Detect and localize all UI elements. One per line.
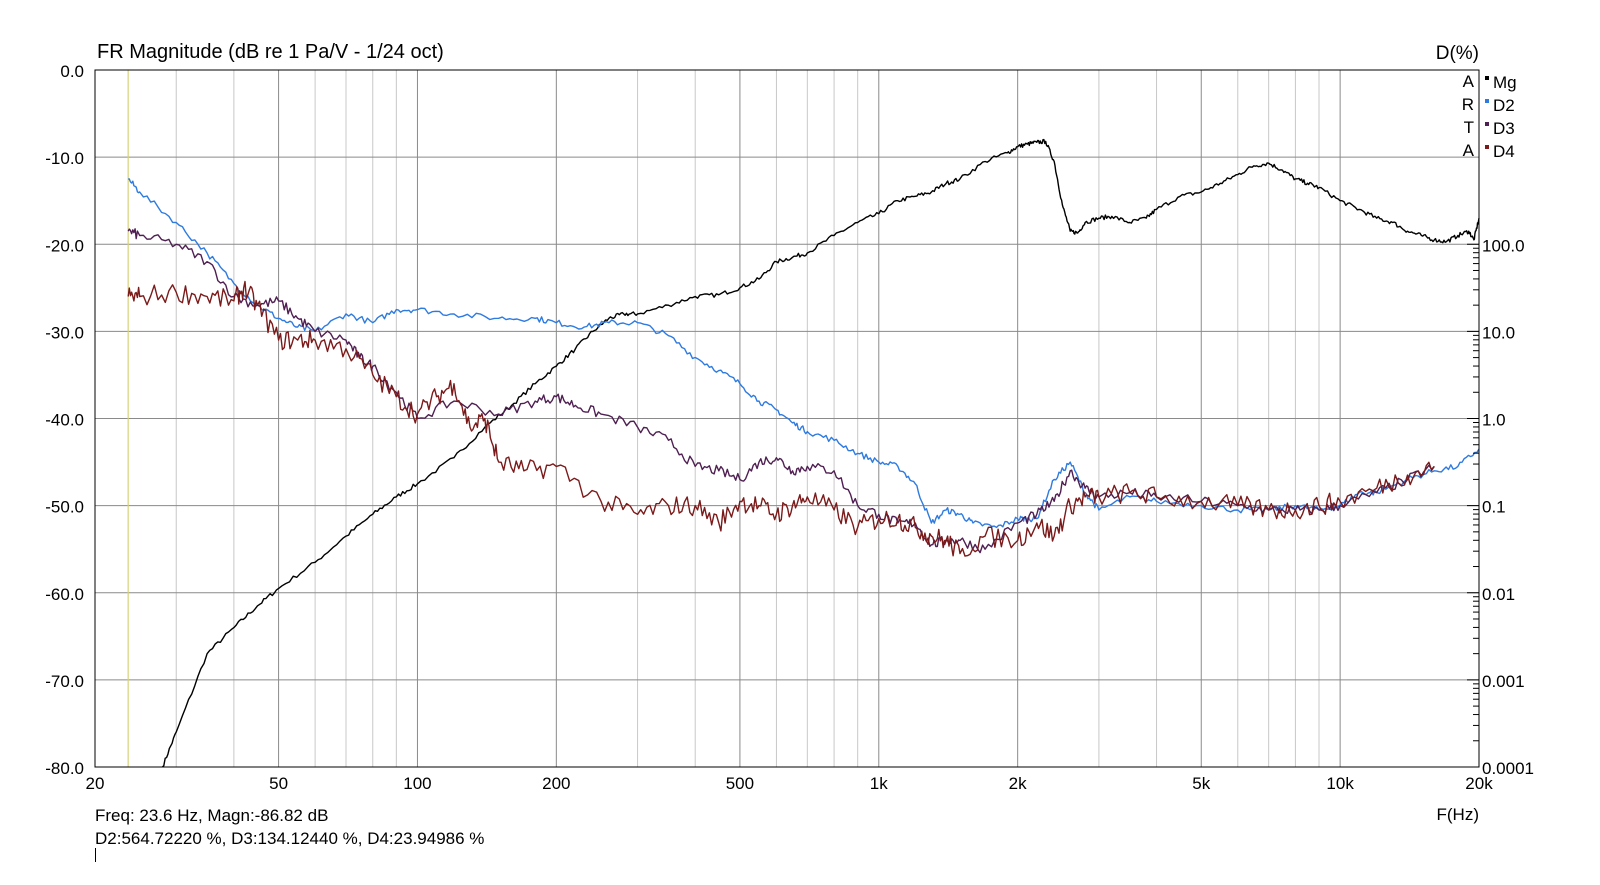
y-tick-label: -70.0 <box>45 672 84 691</box>
x-tick-label: 200 <box>542 774 570 793</box>
x-tick-label: 5k <box>1192 774 1210 793</box>
legend-prefix: R <box>1462 95 1474 114</box>
chart-title: FR Magnitude (dB re 1 Pa/V - 1/24 oct) <box>97 41 444 63</box>
x-tick-label: 20k <box>1465 774 1493 793</box>
y-tick-label: -50.0 <box>45 498 84 517</box>
y-tick-label: -10.0 <box>45 149 84 168</box>
right-tick-label: 100.0 <box>1482 236 1525 255</box>
x-tick-label: 100 <box>403 774 431 793</box>
right-tick-label: 0.0001 <box>1482 759 1534 778</box>
text-cursor <box>95 848 96 862</box>
right-axis-label: D(%) <box>1436 43 1479 64</box>
series-line-d2 <box>128 178 1480 529</box>
legend-label-d3: D3 <box>1493 119 1515 138</box>
x-tick-label: 1k <box>870 774 888 793</box>
series-lines <box>127 138 1480 768</box>
series-line-mg <box>161 138 1480 768</box>
legend-prefix: A <box>1463 72 1475 91</box>
y-axis-ticks: 0.0 -10.0 -20.0 -30.0 -40.0 -50.0 -60.0 -70.0 -8… <box>45 62 84 778</box>
x-tick-label: 2k <box>1009 774 1027 793</box>
legend-swatch-mg <box>1485 76 1489 80</box>
cursor-readout-distortion: D2:564.72220 %, D3:134.12440 %, D4:23.94… <box>95 829 485 848</box>
x-axis-ticks: 20 50 100 200 500 1k 2k 5k 10k 20k <box>86 774 1494 793</box>
y-tick-label: -30.0 <box>45 323 84 342</box>
y-tick-label: -20.0 <box>45 236 84 255</box>
legend-swatch-d3 <box>1485 122 1489 126</box>
x-tick-label: 500 <box>726 774 754 793</box>
legend-swatch-d4 <box>1485 145 1489 149</box>
right-tick-label: 0.1 <box>1482 498 1506 517</box>
right-tick-label: 0.01 <box>1482 585 1515 604</box>
y-tick-label: -80.0 <box>45 759 84 778</box>
x-tick-label: 50 <box>269 774 288 793</box>
legend-prefix: T <box>1464 118 1474 137</box>
right-tick-label: 0.001 <box>1482 672 1525 691</box>
y-tick-label: -40.0 <box>45 411 84 430</box>
series-line-d4 <box>127 280 1435 557</box>
legend-swatch-d2 <box>1485 99 1489 103</box>
y-tick-label: -60.0 <box>45 585 84 604</box>
legend-prefix: A <box>1463 141 1475 160</box>
x-axis-label: F(Hz) <box>1437 805 1479 824</box>
cursor-readout-freq: Freq: 23.6 Hz, Magn:-86.82 dB <box>95 806 329 825</box>
x-tick-label: 10k <box>1326 774 1354 793</box>
x-tick-label: 20 <box>86 774 105 793</box>
legend-label-d4: D4 <box>1493 142 1515 161</box>
legend-label-d2: D2 <box>1493 96 1515 115</box>
right-tick-label: 10.0 <box>1482 323 1515 342</box>
legend-label-mg: Mg <box>1493 73 1517 92</box>
legend: A Mg R D2 T D3 A D4 <box>1462 72 1517 161</box>
right-axis-ticks: 100.0 10.0 1.0 0.1 0.01 0.001 0.0001 <box>1467 236 1534 778</box>
y-tick-label: 0.0 <box>60 62 84 81</box>
right-tick-label: 1.0 <box>1482 411 1506 430</box>
